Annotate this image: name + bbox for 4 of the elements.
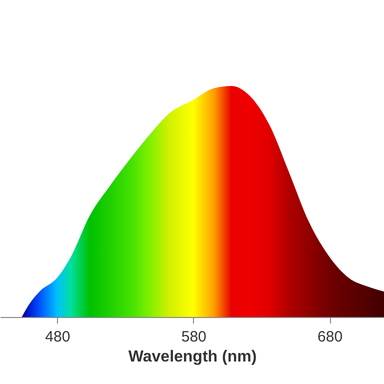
x-tick-label: 480 xyxy=(45,328,70,346)
x-axis-title: Wavelength (nm) xyxy=(128,348,257,366)
x-tick-label: 680 xyxy=(318,328,343,346)
x-tick-label: 580 xyxy=(181,328,206,346)
